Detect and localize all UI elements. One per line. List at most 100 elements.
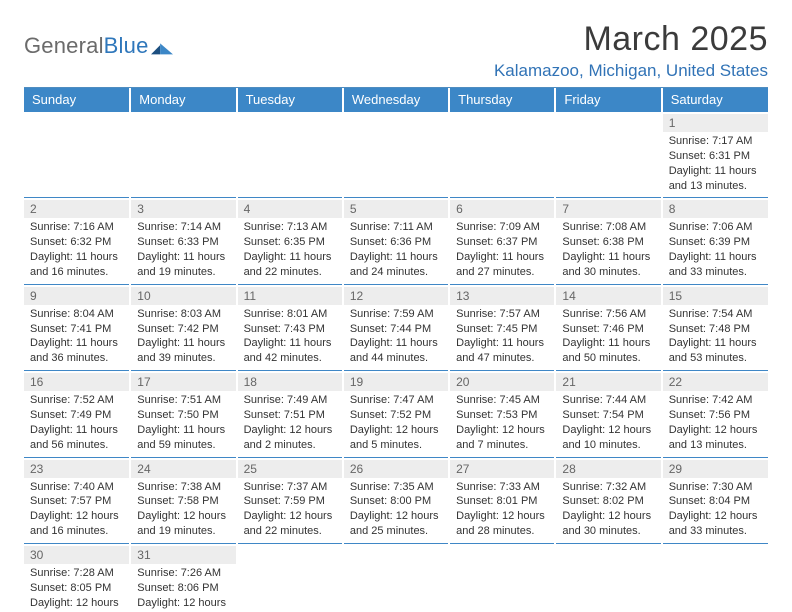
sunset-text: Sunset: 7:46 PM: [562, 322, 654, 337]
sunset-text: Sunset: 7:54 PM: [562, 408, 654, 423]
sunrise-text: Sunrise: 7:14 AM: [137, 220, 229, 235]
calendar-cell-empty: [130, 112, 236, 198]
sunset-text: Sunset: 7:45 PM: [456, 322, 548, 337]
sunset-text: Sunset: 6:31 PM: [669, 149, 762, 164]
calendar-cell: 4Sunrise: 7:13 AMSunset: 6:35 PMDaylight…: [237, 198, 343, 284]
day-info: Sunrise: 7:17 AMSunset: 6:31 PMDaylight:…: [669, 134, 762, 193]
calendar-cell-empty: [555, 543, 661, 612]
day-number: 21: [556, 373, 660, 391]
day-info: Sunrise: 7:45 AMSunset: 7:53 PMDaylight:…: [456, 393, 548, 452]
sunset-text: Sunset: 6:36 PM: [350, 235, 442, 250]
weekday-header: Tuesday: [237, 88, 343, 112]
logo-text-gray: General: [24, 33, 104, 59]
calendar-cell: 6Sunrise: 7:09 AMSunset: 6:37 PMDaylight…: [449, 198, 555, 284]
sunset-text: Sunset: 7:43 PM: [244, 322, 336, 337]
sunrise-text: Sunrise: 7:38 AM: [137, 480, 229, 495]
day-info: Sunrise: 7:11 AMSunset: 6:36 PMDaylight:…: [350, 220, 442, 279]
calendar-cell: 12Sunrise: 7:59 AMSunset: 7:44 PMDayligh…: [343, 284, 449, 370]
sunrise-text: Sunrise: 7:35 AM: [350, 480, 442, 495]
calendar-cell: 9 Sunrise: 8:04 AMSunset: 7:41 PMDaylight…: [24, 284, 130, 370]
daylight-text: Daylight: 12 hours and 30 minutes.: [562, 509, 654, 539]
calendar-cell: 19 Sunrise: 7:47 AMSunset: 7:52 PMDayligh…: [343, 371, 449, 457]
day-number: 9: [24, 287, 129, 305]
day-info: Sunrise: 7:42 AMSunset: 7:56 PMDaylight:…: [669, 393, 762, 452]
day-info: Sunrise: 7:28 AMSunset: 8:05 PMDaylight:…: [30, 566, 123, 612]
day-number: 20: [450, 373, 554, 391]
daylight-text: Daylight: 11 hours and 44 minutes.: [350, 336, 442, 366]
daylight-text: Daylight: 12 hours and 28 minutes.: [456, 509, 548, 539]
day-number: 19: [344, 373, 448, 391]
location-subtitle: Kalamazoo, Michigan, United States: [24, 61, 768, 81]
day-info: Sunrise: 7:30 AMSunset: 8:04 PMDaylight:…: [669, 480, 762, 539]
daylight-text: Daylight: 11 hours and 33 minutes.: [669, 250, 762, 280]
sunset-text: Sunset: 7:57 PM: [30, 494, 123, 509]
day-number: 17: [131, 373, 235, 391]
calendar-cell: 10Sunrise: 8:03 AMSunset: 7:42 PMDayligh…: [130, 284, 236, 370]
daylight-text: Daylight: 11 hours and 36 minutes.: [30, 336, 123, 366]
day-info: Sunrise: 8:04 AMSunset: 7:41 PMDaylight:…: [30, 307, 123, 366]
day-info: Sunrise: 7:09 AMSunset: 6:37 PMDaylight:…: [456, 220, 548, 279]
sunset-text: Sunset: 7:41 PM: [30, 322, 123, 337]
sunset-text: Sunset: 6:38 PM: [562, 235, 654, 250]
logo-text-blue: Blue: [104, 33, 149, 59]
sunrise-text: Sunrise: 7:09 AM: [456, 220, 548, 235]
calendar-cell-empty: [237, 112, 343, 198]
day-number: 30: [24, 546, 129, 564]
daylight-text: Daylight: 11 hours and 13 minutes.: [669, 164, 762, 194]
sunrise-text: Sunrise: 7:32 AM: [562, 480, 654, 495]
daylight-text: Daylight: 11 hours and 24 minutes.: [350, 250, 442, 280]
sunrise-text: Sunrise: 8:03 AM: [137, 307, 229, 322]
calendar-row: 30 Sunrise: 7:28 AMSunset: 8:05 PMDayligh…: [24, 543, 768, 612]
daylight-text: Daylight: 11 hours and 50 minutes.: [562, 336, 654, 366]
day-number: 31: [131, 546, 235, 564]
sunrise-text: Sunrise: 7:47 AM: [350, 393, 442, 408]
day-info: Sunrise: 7:47 AMSunset: 7:52 PMDaylight:…: [350, 393, 442, 452]
calendar-cell: 31Sunrise: 7:26 AMSunset: 8:06 PMDayligh…: [130, 543, 236, 612]
calendar-cell: 29 Sunrise: 7:30 AMSunset: 8:04 PMDayligh…: [662, 457, 768, 543]
daylight-text: Daylight: 12 hours and 16 minutes.: [30, 509, 123, 539]
page-title: March 2025: [583, 20, 768, 59]
sunset-text: Sunset: 7:58 PM: [137, 494, 229, 509]
sunset-text: Sunset: 7:44 PM: [350, 322, 442, 337]
calendar-cell: 26Sunrise: 7:35 AMSunset: 8:00 PMDayligh…: [343, 457, 449, 543]
sunset-text: Sunset: 7:42 PM: [137, 322, 229, 337]
day-number: 29: [663, 460, 768, 478]
sunset-text: Sunset: 8:05 PM: [30, 581, 123, 596]
calendar-cell: 7Sunrise: 7:08 AMSunset: 6:38 PMDaylight…: [555, 198, 661, 284]
sunset-text: Sunset: 6:39 PM: [669, 235, 762, 250]
calendar-cell: 3Sunrise: 7:14 AMSunset: 6:33 PMDaylight…: [130, 198, 236, 284]
day-number: 4: [238, 200, 342, 218]
day-number: 24: [131, 460, 235, 478]
daylight-text: Daylight: 11 hours and 30 minutes.: [562, 250, 654, 280]
daylight-text: Daylight: 11 hours and 56 minutes.: [30, 423, 123, 453]
sunset-text: Sunset: 6:35 PM: [244, 235, 336, 250]
day-info: Sunrise: 7:51 AMSunset: 7:50 PMDaylight:…: [137, 393, 229, 452]
daylight-text: Daylight: 12 hours and 2 minutes.: [244, 423, 336, 453]
sunrise-text: Sunrise: 7:42 AM: [669, 393, 762, 408]
calendar-page: GeneralBlue March 2025 Kalamazoo, Michig…: [0, 0, 792, 612]
weekday-header-row: Sunday Monday Tuesday Wednesday Thursday…: [24, 88, 768, 112]
sunrise-text: Sunrise: 8:04 AM: [30, 307, 123, 322]
daylight-text: Daylight: 12 hours and 10 minutes.: [562, 423, 654, 453]
day-number: 18: [238, 373, 342, 391]
sunrise-text: Sunrise: 7:08 AM: [562, 220, 654, 235]
daylight-text: Daylight: 12 hours and 22 minutes.: [244, 509, 336, 539]
sunset-text: Sunset: 7:51 PM: [244, 408, 336, 423]
day-info: Sunrise: 7:06 AMSunset: 6:39 PMDaylight:…: [669, 220, 762, 279]
sunset-text: Sunset: 6:33 PM: [137, 235, 229, 250]
sunrise-text: Sunrise: 7:33 AM: [456, 480, 548, 495]
daylight-text: Daylight: 12 hours and 36 minutes.: [30, 596, 123, 612]
calendar-cell: 27Sunrise: 7:33 AMSunset: 8:01 PMDayligh…: [449, 457, 555, 543]
daylight-text: Daylight: 11 hours and 53 minutes.: [669, 336, 762, 366]
sunrise-text: Sunrise: 7:17 AM: [669, 134, 762, 149]
sunrise-text: Sunrise: 7:06 AM: [669, 220, 762, 235]
calendar-cell-empty: [449, 112, 555, 198]
day-number: 10: [131, 287, 235, 305]
sunset-text: Sunset: 8:00 PM: [350, 494, 442, 509]
day-info: Sunrise: 7:32 AMSunset: 8:02 PMDaylight:…: [562, 480, 654, 539]
weekday-header: Saturday: [662, 88, 768, 112]
topbar: GeneralBlue March 2025: [24, 20, 768, 59]
sunset-text: Sunset: 7:48 PM: [669, 322, 762, 337]
daylight-text: Daylight: 11 hours and 47 minutes.: [456, 336, 548, 366]
sunset-text: Sunset: 7:56 PM: [669, 408, 762, 423]
